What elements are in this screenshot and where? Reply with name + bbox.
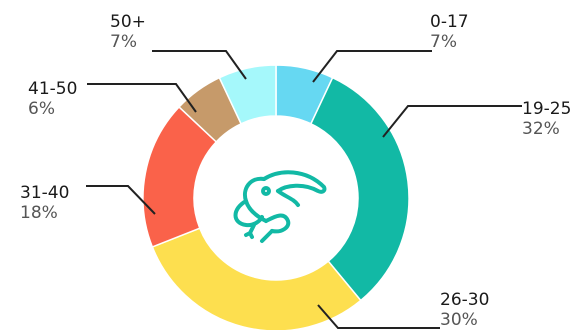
leader-line-19-25	[382, 105, 522, 138]
leader-line-31-40	[86, 185, 156, 215]
value-label-41-50: 6%	[28, 99, 55, 119]
slices-group	[142, 64, 410, 330]
category-label-19-25: 19-25	[522, 99, 571, 119]
category-label-31-40: 31-40	[20, 183, 69, 203]
value-label-26-30: 30%	[440, 310, 478, 330]
category-label-26-30: 26-30	[440, 290, 489, 310]
category-label-0-17: 0-17	[430, 12, 469, 32]
leader-line-26-30	[317, 304, 440, 329]
slice-19-25	[309, 76, 410, 302]
value-label-31-40: 18%	[20, 203, 58, 223]
value-label-0-17: 7%	[430, 32, 457, 52]
labels-group: 0-177%19-2532%26-3030%31-4018%41-506%50+…	[20, 12, 571, 330]
value-label-19-25: 32%	[522, 119, 560, 139]
leader-line-41-50	[87, 83, 197, 113]
leader-lines-group	[86, 50, 522, 329]
leader-line-50+	[152, 50, 247, 80]
category-label-41-50: 41-50	[28, 79, 77, 99]
category-label-50+: 50+	[110, 12, 146, 32]
slice-50+	[218, 64, 277, 125]
slice-26-30	[151, 227, 362, 330]
toucan-icon	[233, 170, 327, 243]
value-label-50+: 7%	[110, 32, 137, 52]
leader-line-0-17	[312, 50, 432, 83]
